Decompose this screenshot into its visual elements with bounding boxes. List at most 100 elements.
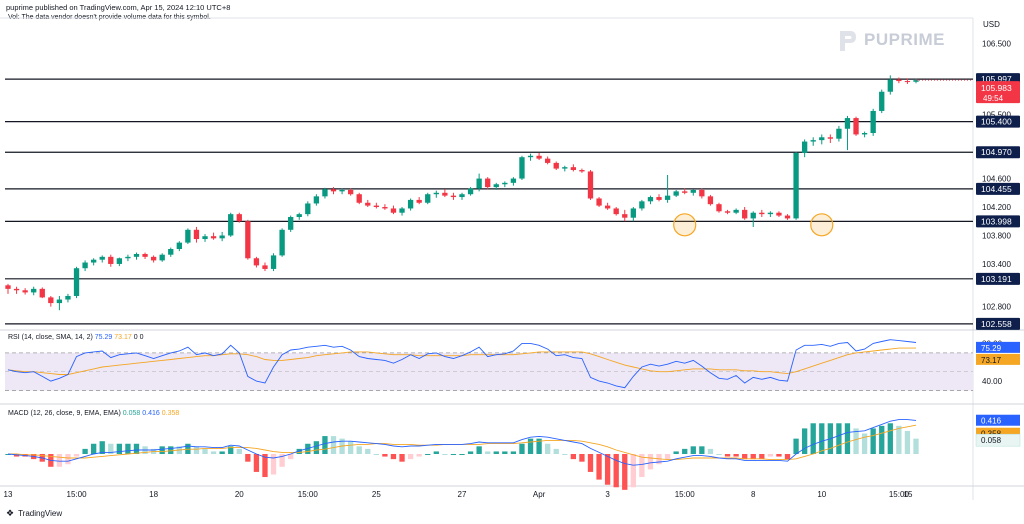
level-price-label: 103.998 [981, 216, 1012, 226]
support-circle-marker [673, 213, 697, 237]
macd-histogram-bar [887, 423, 893, 454]
macd-legend-signal-value: 0.358 [161, 410, 180, 417]
candle-body [742, 209, 748, 219]
candle-body [262, 265, 268, 269]
candle-body [390, 208, 397, 213]
macd-histogram-bar [767, 454, 774, 457]
candle-body [56, 299, 63, 304]
macd-histogram-bar [896, 425, 902, 454]
candle-body [73, 268, 80, 296]
candle-body [270, 255, 277, 269]
time-axis-tick-label: 18 [149, 490, 158, 499]
candle-body [510, 178, 517, 183]
macd-histogram-bar [742, 454, 748, 460]
macd-histogram-bar [844, 423, 851, 454]
macd-histogram-bar [493, 451, 499, 454]
rsi-ma-value-label: 73.17 [981, 356, 1002, 365]
macd-histogram-bar [245, 454, 251, 462]
macd-histogram-bar [545, 443, 551, 454]
candle-body [356, 194, 362, 203]
macd-histogram-bar [253, 454, 260, 472]
candle-body [656, 197, 662, 200]
candle-body [519, 157, 525, 179]
price-axis-tick-label: 103.800 [982, 231, 1011, 240]
macd-histogram-bar [73, 454, 80, 457]
candle-body [245, 221, 251, 259]
time-axis-tick-label: 10 [817, 490, 826, 499]
rsi-line [7, 339, 917, 389]
candle-body [339, 189, 345, 192]
candle-body [527, 155, 534, 158]
candle-body [699, 189, 705, 197]
tradingview-icon: ❖ [6, 508, 15, 518]
price-axis-tick-label: 104.200 [982, 203, 1011, 212]
level-price-tag [976, 146, 1020, 159]
macd-legend-label: MACD (12, 26, close, 9, EMA, EMA) [8, 410, 121, 417]
time-axis-tick-label: 13 [4, 490, 13, 499]
candle-body [604, 205, 611, 209]
puprime-logo-icon [840, 31, 856, 51]
rsi-value-label: 75.29 [981, 344, 1002, 353]
macd-histogram-bar [879, 425, 885, 454]
macd-line [7, 419, 917, 466]
candle-body [553, 162, 559, 169]
macd-histogram-bar [682, 448, 688, 454]
candle-body [150, 256, 157, 261]
candle-body [202, 236, 208, 240]
rsi-legend-value: 75.29 [94, 334, 113, 341]
candle-body [733, 209, 739, 213]
macd-histogram-bar [853, 428, 859, 454]
macd-histogram-bar [647, 454, 654, 470]
candle-body [476, 178, 482, 189]
macd-histogram-bar [596, 454, 602, 480]
candle-body [91, 259, 97, 263]
rsi-axis-tick-label: 40.00 [982, 377, 1003, 386]
macd-histogram-bar [279, 454, 285, 467]
macd-histogram-bar [536, 438, 542, 454]
candle-body [630, 208, 636, 218]
macd-histogram-bar [219, 451, 225, 454]
level-price-label: 104.970 [981, 147, 1012, 157]
macd-histogram-bar [13, 454, 20, 457]
price-axis-tick-label: 103.400 [982, 260, 1011, 269]
macd-histogram-bar [673, 451, 679, 454]
price-axis-tick-label: 102.800 [982, 303, 1011, 312]
candle-body [22, 290, 28, 293]
level-price-label: 104.455 [981, 184, 1012, 194]
candle-body [673, 191, 679, 196]
macd-histogram-bar [65, 454, 71, 465]
candle-body [767, 212, 774, 215]
rsi-legend: RSI (14, close, SMA, 14, 2) 75.29 73.17 … [8, 334, 143, 341]
candle-body [450, 195, 457, 198]
macd-histogram-bar [168, 446, 174, 454]
macd-histogram-bar [622, 454, 628, 490]
candle-body [442, 192, 448, 196]
macd-hist-value-tag [975, 433, 1021, 447]
candle-body [407, 199, 414, 209]
candle-body [904, 81, 911, 83]
macd-histogram-bar [373, 454, 379, 455]
candle-body [82, 262, 88, 269]
candle-body [433, 192, 439, 195]
macd-histogram-bar [784, 454, 791, 460]
candle-body [296, 214, 302, 217]
time-axis-tick-label: 25 [372, 490, 381, 499]
macd-histogram-bar [91, 443, 97, 454]
candle-body [827, 137, 833, 139]
time-axis-tick-label: 15:00 [67, 490, 88, 499]
level-price-tag [976, 182, 1020, 195]
macd-legend-hist-value: 0.058 [122, 410, 141, 417]
rsi-value-tag [976, 341, 1020, 353]
candle-body [108, 256, 114, 264]
candle-body [330, 189, 337, 192]
candle-body [690, 189, 696, 193]
macd-histogram-bar [630, 454, 636, 488]
candle-body [647, 197, 654, 202]
level-price-label: 103.191 [981, 274, 1012, 284]
candle-body [485, 178, 491, 188]
candle-body [784, 215, 791, 219]
footer-logo: ❖ TradingView [6, 508, 62, 519]
candle-body [193, 229, 200, 240]
candle-body [31, 288, 37, 293]
